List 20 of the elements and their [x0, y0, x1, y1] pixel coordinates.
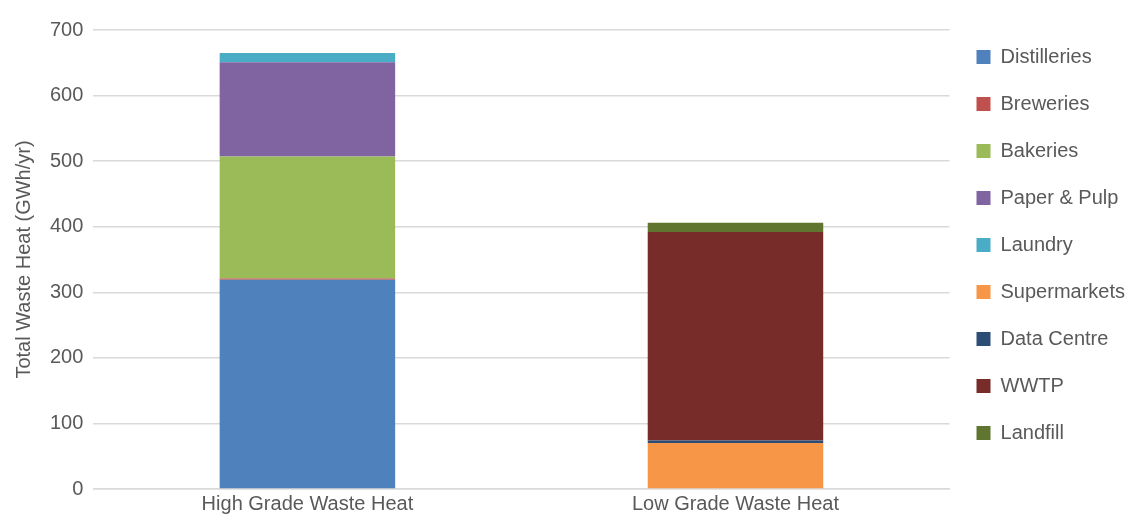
x-tick-label: Low Grade Waste Heat	[631, 491, 840, 514]
y-tick-label: 0	[72, 476, 84, 499]
legend-label: WWTP	[1000, 373, 1064, 396]
y-tick-label: 300	[49, 279, 84, 302]
legend-label: Supermarkets	[1000, 279, 1126, 302]
y-tick-label: 700	[49, 17, 84, 40]
y-tick-label: 100	[49, 410, 84, 433]
legend-label: Data Centre	[1000, 326, 1109, 349]
x-tick-label: High Grade Waste Heat	[201, 491, 414, 514]
legend-label: Distilleries	[1000, 44, 1092, 67]
y-tick-label: 200	[49, 345, 84, 368]
legend-label: Paper & Pulp	[1000, 185, 1119, 208]
y-axis-title: Total Waste Heat (GWh/yr)	[11, 140, 34, 379]
legend-label: Laundry	[1000, 232, 1073, 255]
y-tick-label: 500	[49, 148, 84, 171]
legend-label: Bakeries	[1000, 138, 1079, 161]
legend-label: Breweries	[1000, 91, 1090, 114]
y-tick-label: 600	[49, 83, 84, 106]
legend-label: Landfill	[1000, 420, 1064, 443]
y-tick-label: 400	[49, 214, 84, 237]
